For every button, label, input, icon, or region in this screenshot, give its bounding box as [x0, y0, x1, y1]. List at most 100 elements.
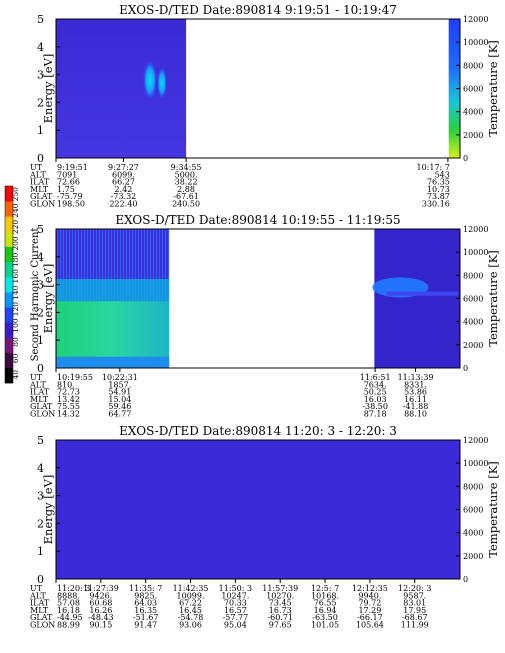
cell-ilat: 72.66: [57, 178, 80, 187]
colorbar-cell: [5, 322, 13, 338]
y2-axis-label: Temperature [K]: [486, 40, 500, 137]
colorbar-frame: [4, 185, 14, 384]
cell-ut: 10:19:55: [57, 373, 93, 382]
cell-glat: -51.67: [133, 613, 159, 622]
cell-ut: 11:50: 3: [219, 584, 252, 593]
cell-ut: 12:5: 7: [311, 584, 339, 593]
row-label-ut: UT: [30, 373, 43, 382]
cell-glat: 73.87: [427, 192, 450, 201]
y-tick-label: 3: [37, 490, 44, 503]
cell-mlt: 13.42: [57, 395, 80, 404]
y-tick-label: 2: [37, 517, 44, 530]
cell-ilat: 76.35: [427, 178, 450, 187]
cell-glat: -41.88: [403, 402, 429, 411]
cell-glon: 101.05: [311, 621, 339, 630]
cell-ut: 11:42:35: [173, 584, 209, 593]
colorbar-cell: [5, 292, 13, 308]
colorbar-cell: [5, 186, 13, 202]
heatmap-cells: [448, 19, 460, 158]
colorbar-tick-label: 180: [11, 252, 20, 267]
cell-glon: 105.64: [356, 621, 384, 630]
row-label-ilat: ILAT: [30, 388, 50, 397]
spectrogram-panel-1: EXOS-D/TED Date:890814 9:19:51 - 10:19:4…: [29, 3, 500, 209]
cell-ut: 9:34:55: [171, 163, 202, 172]
y2-tick-label: 8000: [463, 482, 483, 491]
cell-ilat: 67.22: [179, 599, 202, 608]
cell-glat: 75.55: [57, 402, 80, 411]
cell-glon: 222.40: [109, 200, 137, 209]
cell-ut: 11:6:51: [360, 373, 391, 382]
cell-alt: 1857.: [108, 380, 131, 389]
cell-glon: 330.16: [422, 200, 450, 209]
cell-glat: -73.32: [111, 192, 137, 201]
colorbar-cell: [5, 246, 13, 263]
heatmap-segment: [56, 440, 460, 579]
cell-ut: 11:20: 3: [57, 584, 90, 593]
cell-ilat: 79.72: [358, 599, 381, 608]
colorbar-tick-label: 200: [11, 236, 20, 251]
cell-glat: -44.95: [57, 613, 83, 622]
y2-tick-label: 4000: [463, 318, 483, 327]
cell-ut: 11:57:39: [262, 584, 298, 593]
cell-ilat: 66.27: [112, 178, 135, 187]
y-tick-label: 0: [37, 152, 44, 165]
heatmap-segment: [56, 229, 170, 368]
cell-ut: 11:35: 7: [129, 584, 162, 593]
y-tick-label: 0: [37, 573, 44, 586]
heatmap-cells: [56, 440, 460, 579]
heatmap-segment: [448, 19, 460, 158]
cell-mlt: 17.29: [358, 606, 381, 615]
cell-ilat: 38.22: [175, 178, 198, 187]
cell-mlt: 16.35: [134, 606, 157, 615]
cell-alt: 10099.: [177, 591, 205, 600]
cell-glat: -48.43: [88, 613, 114, 622]
y-axis-label: Energy [eV]: [41, 54, 55, 124]
row-label-alt: ALT: [29, 591, 46, 600]
cell-glat: -57.77: [223, 613, 249, 622]
colorbar-cell: [5, 337, 13, 353]
spectrogram-panel-2: EXOS-D/TED Date:890814 10:19:55 - 11:19:…: [29, 213, 500, 419]
y-tick-label: 3: [37, 69, 44, 82]
cell-ilat: 54.91: [108, 388, 131, 397]
cell-glon: 111.99: [401, 621, 429, 630]
colorbar-cell: [5, 367, 13, 384]
cell-glon: 90.15: [89, 621, 112, 630]
y-tick-label: 5: [37, 223, 44, 236]
colorbar-tick-label: 80: [11, 337, 20, 347]
cell-ilat: 50.25: [364, 388, 387, 397]
y2-tick-label: 6000: [463, 85, 483, 94]
row-label-ut: UT: [30, 584, 43, 593]
cell-alt: 8888.: [57, 591, 80, 600]
heatmap-cells: [56, 301, 170, 357]
y2-tick-label: 0: [463, 364, 468, 373]
y2-tick-label: 10000: [463, 248, 488, 257]
y2-tick-label: 0: [463, 154, 468, 163]
cell-ut: 10:22:31: [102, 373, 138, 382]
colorbar-tick-label: 160: [11, 269, 20, 284]
cell-alt: 10247.: [221, 591, 249, 600]
cell-glat: -63.50: [312, 613, 338, 622]
colorbar-cell: [5, 276, 13, 293]
cell-glat: -68.67: [402, 613, 428, 622]
cell-mlt: 16.03: [364, 395, 387, 404]
heatmap-segment: [56, 19, 187, 158]
cell-glon: 87.18: [364, 410, 387, 419]
cell-glon: 95.04: [224, 621, 247, 630]
colorbar-cell: [5, 352, 13, 369]
y-tick-label: 4: [37, 251, 44, 264]
spectrogram-panel-3: EXOS-D/TED Date:890814 11:20: 3 - 12:20:…: [29, 424, 500, 630]
row-label-glon: GLON: [30, 200, 55, 209]
cell-glat: -60.71: [267, 613, 293, 622]
cell-alt: 9940.: [358, 591, 381, 600]
y2-axis-label: Temperature [K]: [486, 250, 500, 347]
colorbar-cell: [5, 231, 13, 247]
y2-tick-label: 4000: [463, 529, 483, 538]
colorbar-cell: [5, 261, 13, 278]
y2-tick-label: 0: [463, 575, 468, 584]
cell-mlt: 10.73: [427, 185, 450, 194]
cell-ilat: 83.01: [403, 599, 426, 608]
cell-ut: 10:17: 7: [416, 163, 449, 172]
y2-tick-label: 8000: [463, 61, 483, 70]
